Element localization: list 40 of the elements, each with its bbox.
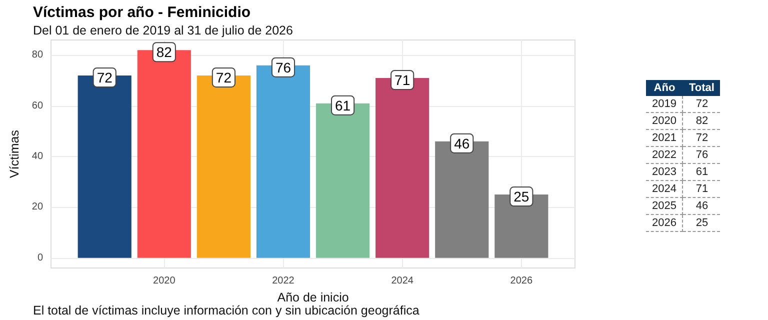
data-label: 61 xyxy=(334,97,351,114)
x-tick-label: 2026 xyxy=(510,276,533,286)
y-tick-label: 2021 xyxy=(646,130,683,146)
data-label: 72 xyxy=(682,96,720,112)
x-tick-label: 2020 xyxy=(153,276,176,286)
data-label: 72 xyxy=(96,69,113,86)
y-axis-title: Año xyxy=(646,80,683,96)
y-tick-label: 80 xyxy=(32,50,44,61)
data-label: 46 xyxy=(454,135,470,152)
x-axis-title: Año de inicio xyxy=(277,290,349,304)
data-label: 25 xyxy=(682,214,720,232)
data-label: 25 xyxy=(514,188,530,205)
y-axis-title: Víctimas xyxy=(8,130,22,178)
y-tick-label: 40 xyxy=(32,151,44,162)
data-label: 61 xyxy=(682,164,720,180)
y-tick-label: 2022 xyxy=(646,146,683,164)
x-tick-label: 2024 xyxy=(391,276,414,286)
text: El total de víctimas incluye información con y sin ubicación geográfica xyxy=(33,304,420,318)
data-label: 71 xyxy=(394,72,410,88)
x-tick-label: Total xyxy=(682,80,720,96)
data-label: 72 xyxy=(216,69,232,86)
y-tick-label: 20 xyxy=(32,202,44,213)
y-tick-label: 2023 xyxy=(646,164,683,180)
data-label: 76 xyxy=(275,59,292,76)
y-tick-label: 2026 xyxy=(646,214,683,232)
x-tick-label: 2022 xyxy=(272,276,295,286)
y-tick-label: 0 xyxy=(37,252,44,264)
y-tick-label: 2024 xyxy=(646,180,683,198)
y-tick-label: 2020 xyxy=(646,112,683,130)
data-label: 82 xyxy=(156,44,172,60)
chart-subtitle: Del 01 de enero de 2019 al 31 de julio de 2026 xyxy=(33,24,293,38)
y-tick-label: 60 xyxy=(32,100,44,112)
data-label: 72 xyxy=(682,130,720,146)
data-label: 46 xyxy=(682,198,720,214)
chart-title: Víctimas por año - Feminicidio xyxy=(33,4,251,21)
data-label: 71 xyxy=(682,180,720,198)
y-tick-label: 2019 xyxy=(646,96,683,112)
data-label: 76 xyxy=(682,146,720,164)
data-label: 82 xyxy=(682,112,720,130)
y-tick-label: 2025 xyxy=(646,198,683,214)
